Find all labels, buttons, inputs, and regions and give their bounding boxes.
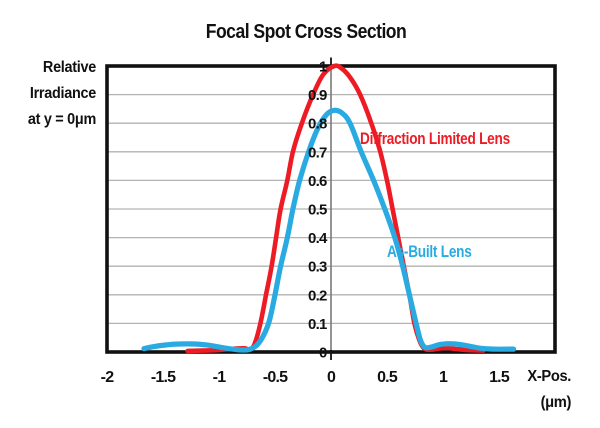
x-tick-label: -1.5 — [151, 369, 176, 386]
y-tick-label: 0.6 — [308, 173, 327, 190]
x-tick-label: 0 — [327, 369, 336, 386]
y-axis-title-line-3: at y = 0μm — [27, 111, 96, 128]
x-axis-title-line-2: (μm) — [540, 394, 572, 411]
x-tick-label: -2 — [101, 369, 115, 386]
y-tick-label: 0.5 — [308, 202, 327, 219]
y-tick-label: 1 — [319, 59, 327, 76]
y-tick-label: 0.2 — [308, 287, 327, 304]
y-tick-label: 0.8 — [308, 116, 327, 133]
y-tick-label: 0.4 — [308, 230, 328, 247]
y-tick-label: 0.9 — [308, 87, 327, 104]
y-axis-title: Relative Irradiance at y = 0μm — [0, 55, 96, 133]
y-tick-label: 0 — [319, 345, 327, 362]
y-tick-label: 0.7 — [308, 144, 327, 161]
x-tick-label: 1.5 — [489, 369, 510, 386]
y-tick-label: 0.3 — [308, 259, 327, 276]
x-tick-label: -1 — [213, 369, 227, 386]
series-curve-as-built-lens — [141, 107, 517, 353]
x-axis-title: X-Pos. (μm) — [461, 364, 571, 416]
y-axis-title-line-2: Irradiance — [29, 85, 96, 102]
x-axis-title-line-1: X-Pos. — [527, 368, 571, 385]
x-tick-label: -0.5 — [263, 369, 288, 386]
y-axis-title-line-1: Relative — [42, 59, 96, 76]
legend-as-built-lens: As-Built Lens — [387, 242, 472, 261]
chart-title: Focal Spot Cross Section — [205, 21, 407, 43]
x-tick-label: 0.5 — [377, 369, 398, 386]
legend-diffraction-limited-lens: Diffraction Limited Lens — [360, 129, 510, 148]
y-tick-label: 0.1 — [308, 316, 327, 333]
x-tick-label: 1 — [439, 369, 448, 386]
